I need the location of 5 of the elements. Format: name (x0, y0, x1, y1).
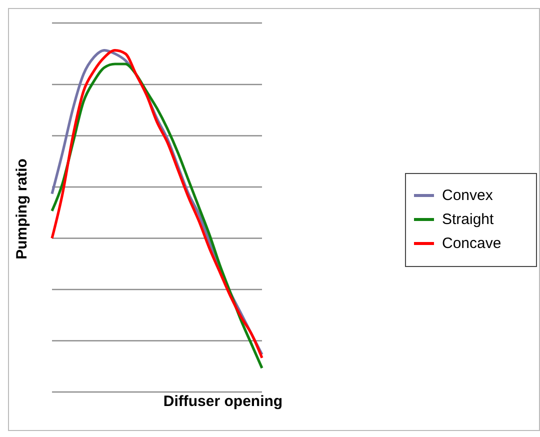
x-axis-title: Diffuser opening (162, 393, 284, 410)
legend-label: Straight (442, 210, 494, 230)
y-axis-title: Pumping ratio (14, 158, 30, 260)
legend-label: Convex (442, 186, 493, 206)
legend-label: Concave (442, 234, 502, 254)
